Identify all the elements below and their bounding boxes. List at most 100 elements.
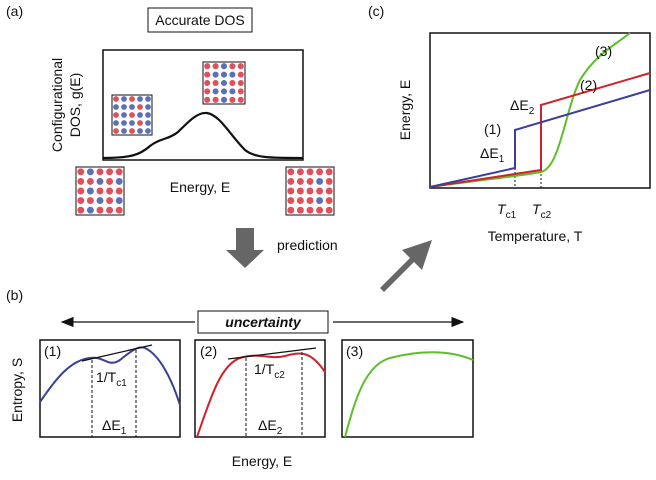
atom [212, 63, 219, 70]
atom [237, 96, 244, 103]
atom [287, 177, 295, 185]
plot-label: (1) [44, 343, 61, 359]
y-label: DOS, g(E) [67, 73, 83, 138]
atom [145, 96, 151, 102]
y-label: Configurational [49, 58, 65, 152]
atom [113, 112, 119, 118]
y-label: Energy, E [397, 80, 413, 140]
atom [325, 187, 333, 195]
atom [129, 112, 135, 118]
atom [306, 168, 314, 176]
curve-2 [429, 72, 651, 188]
plot-label: (2) [200, 343, 217, 359]
atom [106, 187, 114, 195]
plot-frame [341, 339, 474, 438]
atom [96, 177, 104, 185]
atom [306, 187, 314, 195]
atom [115, 187, 123, 195]
atom [229, 79, 236, 87]
uncertainty-label: uncertainty [225, 314, 302, 330]
atom [137, 128, 143, 134]
atom [316, 168, 324, 176]
atom [86, 206, 94, 214]
slope-label: 1/Tc1 [96, 369, 127, 389]
atom [129, 104, 135, 110]
atom [306, 197, 314, 205]
atom [287, 197, 295, 205]
atom [212, 96, 219, 103]
atom [220, 88, 228, 95]
atom [77, 177, 85, 185]
atom [137, 104, 143, 110]
entropy-curve-1 [39, 346, 181, 406]
atom [115, 168, 123, 176]
y-label: Entropy, S [9, 358, 25, 422]
tangent [81, 344, 153, 362]
slope-label: 1/Tc2 [254, 361, 285, 381]
atom [106, 177, 114, 185]
atom [145, 128, 151, 134]
atom [325, 197, 333, 205]
entropy-curve-3 [344, 351, 474, 438]
plot-frame [102, 49, 304, 161]
arrow [226, 228, 264, 268]
atom [212, 79, 219, 87]
x-label: Temperature, T [488, 228, 583, 244]
atom [296, 206, 304, 214]
atom [229, 88, 236, 95]
atom [306, 177, 314, 185]
atom [129, 96, 135, 102]
plot-frame [429, 32, 651, 189]
atom [220, 96, 228, 103]
atom [204, 63, 211, 70]
x-label: Energy, E [170, 179, 230, 195]
atom [137, 112, 143, 118]
atom [121, 112, 127, 118]
atom [77, 187, 85, 195]
curve-label: (3) [595, 43, 612, 59]
atom [115, 177, 123, 185]
atom [96, 206, 104, 214]
atom [287, 187, 295, 195]
uncertainty-box [197, 310, 329, 334]
atom [129, 120, 135, 126]
atom [220, 63, 228, 70]
atom [113, 96, 119, 102]
atom [212, 88, 219, 95]
atom [237, 88, 244, 95]
tangent [227, 347, 317, 360]
atom [204, 88, 211, 95]
atom [145, 112, 151, 118]
atom [96, 187, 104, 195]
delta-label: ΔE2 [258, 417, 283, 437]
atom [220, 71, 228, 78]
atom [296, 177, 304, 185]
atom [86, 168, 94, 176]
atom [121, 120, 127, 126]
atom [316, 177, 324, 185]
entropy-curve-2 [196, 352, 326, 438]
atom [204, 96, 211, 103]
atom [121, 128, 127, 134]
curve-1 [429, 89, 651, 188]
atom [121, 104, 127, 110]
atom [229, 96, 236, 103]
atom [204, 79, 211, 87]
atom [106, 206, 114, 214]
atom [115, 197, 123, 205]
atom [316, 187, 324, 195]
atom [77, 206, 85, 214]
delta-label: ΔE1 [480, 145, 505, 165]
title-box [147, 7, 253, 33]
atom [129, 128, 135, 134]
atom [237, 71, 244, 78]
atom [296, 168, 304, 176]
atom [145, 104, 151, 110]
x-label: Energy, E [232, 453, 292, 469]
atom [86, 177, 94, 185]
panel-title: Accurate DOS [155, 12, 244, 28]
atom [96, 168, 104, 176]
atom [204, 71, 211, 78]
